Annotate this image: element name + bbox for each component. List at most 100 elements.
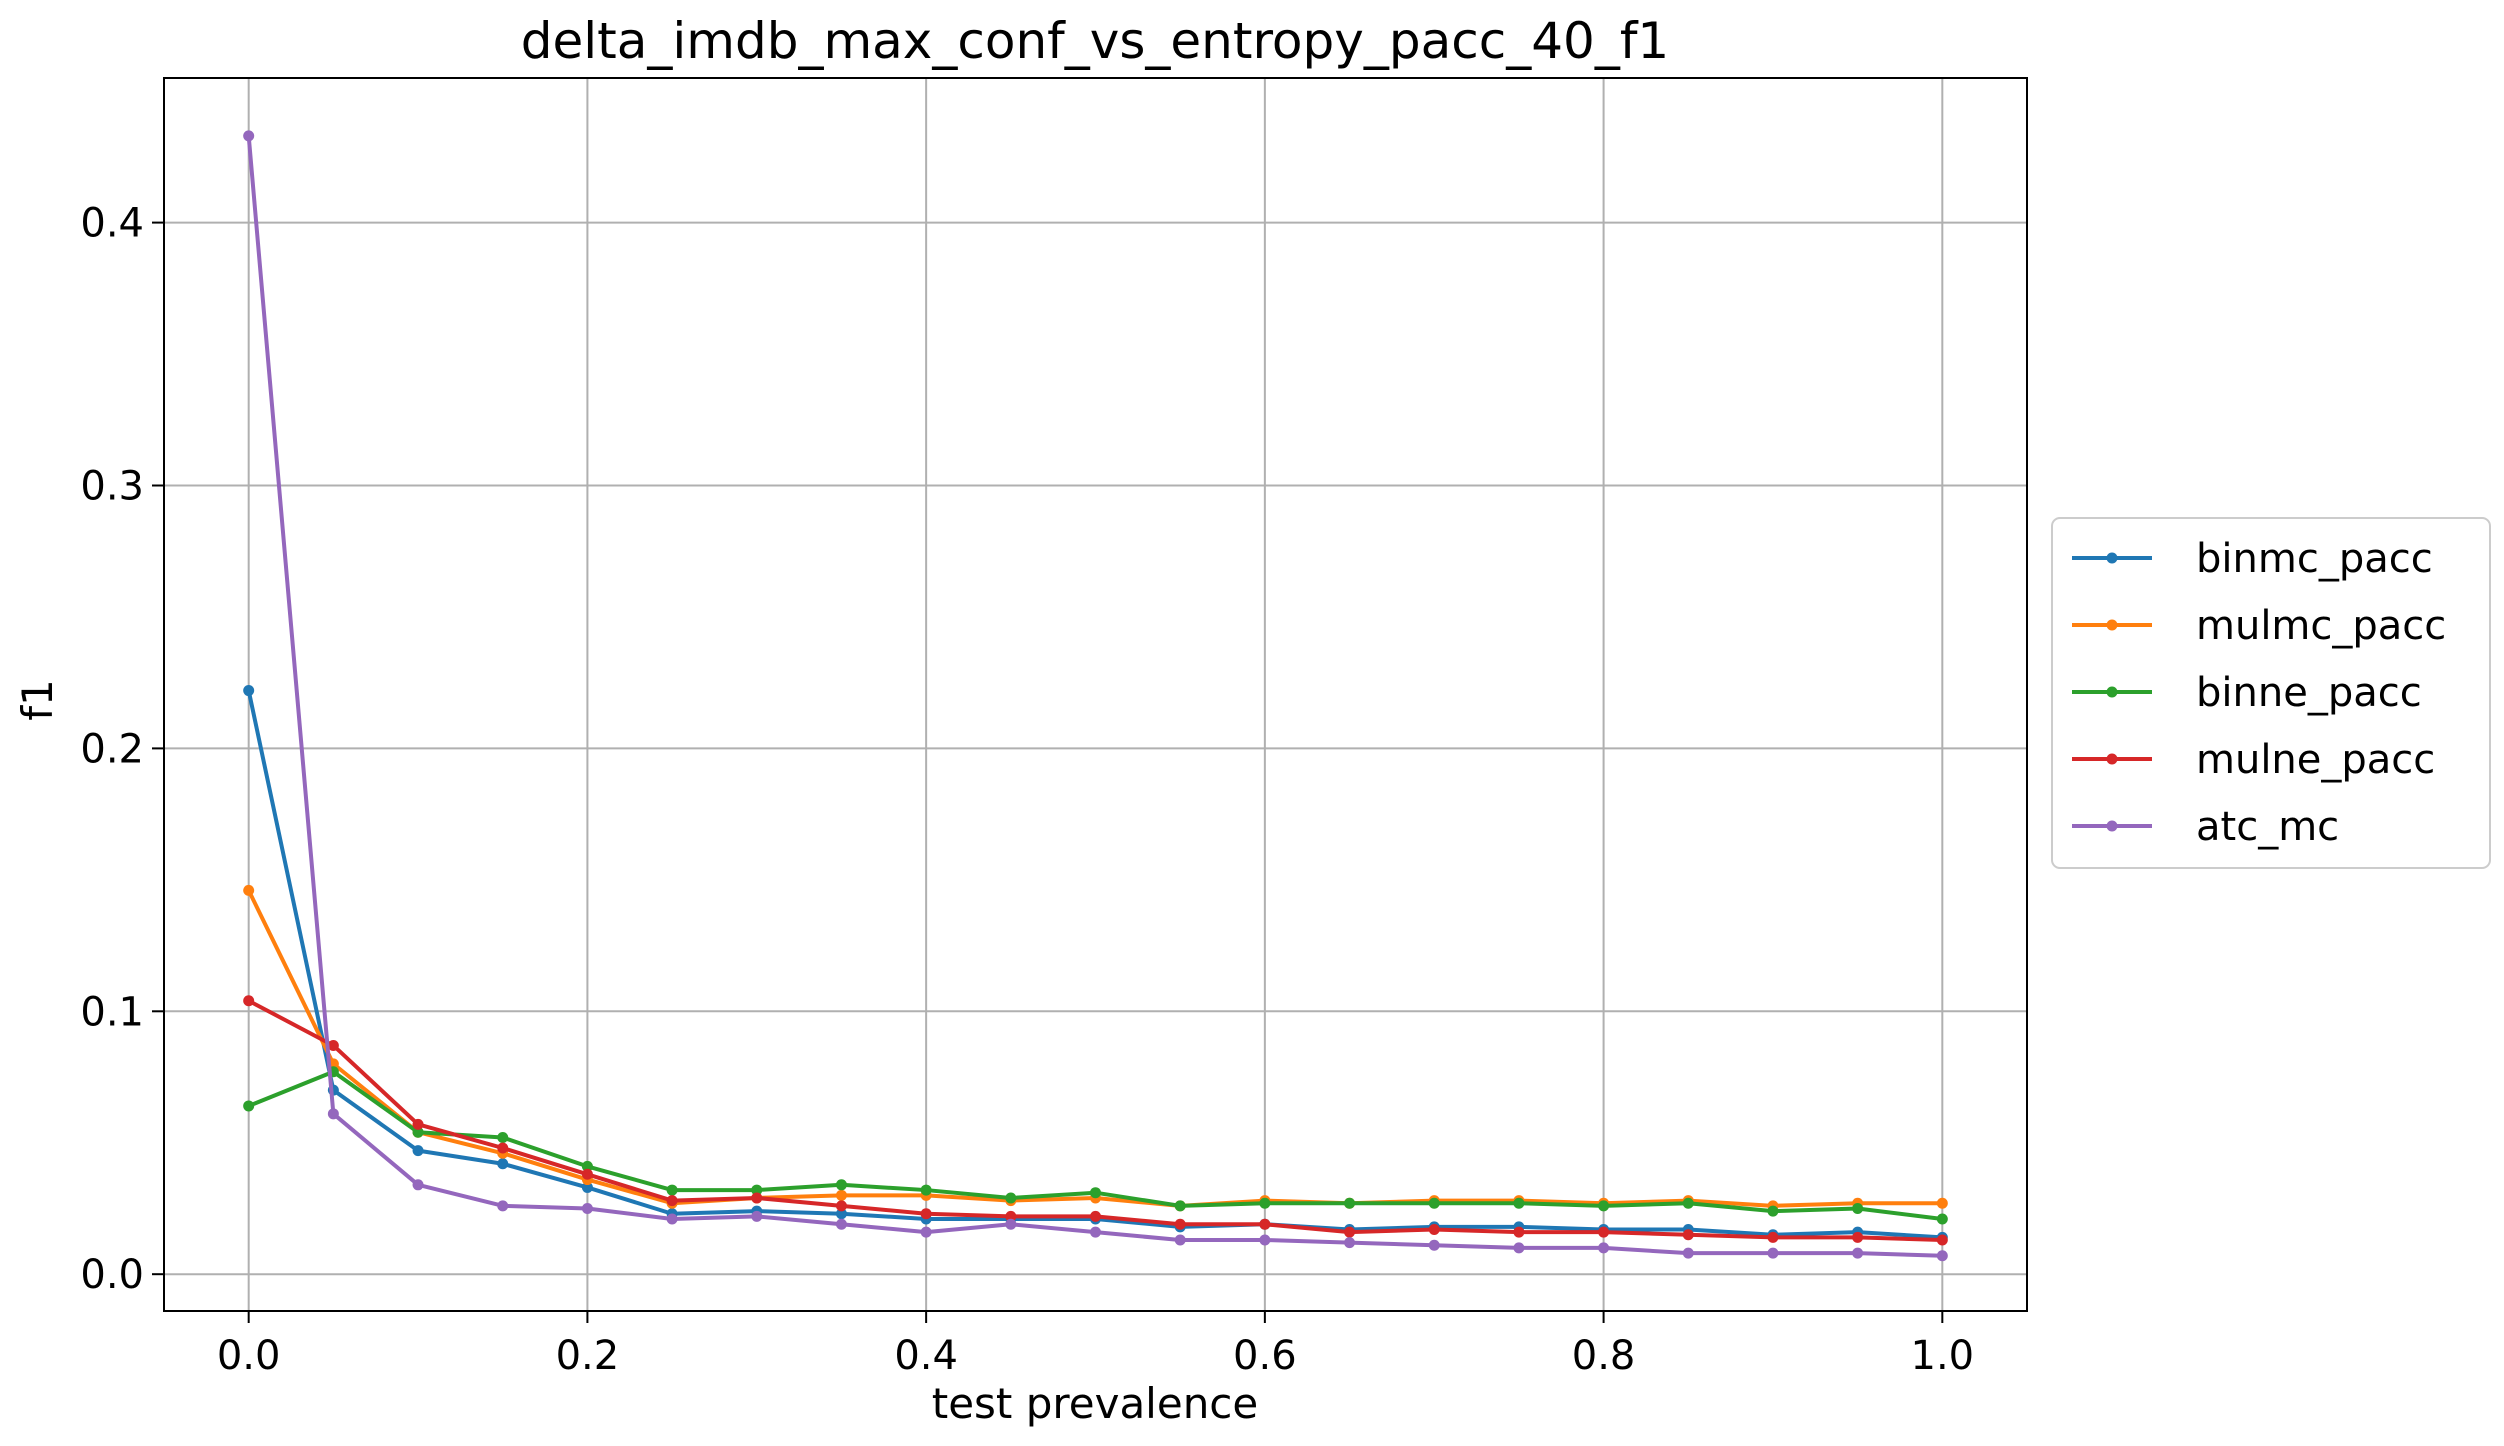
- data-point: [1852, 1202, 1864, 1214]
- data-point: [920, 1184, 932, 1196]
- data-point: [581, 1160, 593, 1172]
- y-axis-label: f1: [13, 679, 62, 721]
- data-point: [1936, 1234, 1948, 1246]
- data-point: [666, 1184, 678, 1196]
- legend-label: mulne_pacc: [2196, 737, 2435, 783]
- data-point: [1936, 1197, 1948, 1209]
- data-point: [751, 1192, 763, 1204]
- data-point: [1852, 1247, 1864, 1259]
- data-point: [1344, 1237, 1356, 1249]
- legend-swatch-marker: [2106, 686, 2118, 698]
- data-point: [1513, 1226, 1525, 1238]
- data-point: [497, 1158, 509, 1170]
- data-point: [1005, 1218, 1017, 1230]
- data-point: [1682, 1247, 1694, 1259]
- x-tick-label: 0.2: [556, 1333, 620, 1379]
- data-point: [581, 1202, 593, 1214]
- data-point: [1767, 1231, 1779, 1243]
- data-point: [666, 1195, 678, 1207]
- x-tick-label: 0.8: [1572, 1333, 1636, 1379]
- data-point: [1682, 1229, 1694, 1241]
- legend-label: mulmc_pacc: [2196, 603, 2446, 649]
- data-point: [243, 685, 255, 697]
- legend-swatch-marker: [2106, 552, 2118, 564]
- data-point: [581, 1168, 593, 1180]
- data-point: [497, 1200, 509, 1212]
- data-point: [1682, 1197, 1694, 1209]
- plot-frame: [163, 77, 2028, 1312]
- data-point: [1513, 1197, 1525, 1209]
- data-point: [666, 1213, 678, 1225]
- legend-item: mulne_pacc: [2072, 737, 2435, 783]
- legend-label: binmc_pacc: [2196, 536, 2433, 582]
- legend-frame: [2051, 517, 2491, 869]
- x-tick-label: 0.0: [217, 1333, 281, 1379]
- y-tick-label: 0.3: [80, 463, 144, 509]
- data-point: [1344, 1197, 1356, 1209]
- data-point: [243, 995, 255, 1007]
- x-tick-label: 0.4: [894, 1333, 958, 1379]
- data-point: [1090, 1210, 1101, 1222]
- data-point: [1259, 1197, 1271, 1209]
- chart-title: delta_imdb_max_conf_vs_entropy_pacc_40_f…: [521, 12, 1670, 70]
- data-point: [1936, 1250, 1948, 1262]
- data-point: [327, 1108, 339, 1120]
- data-point: [1090, 1187, 1101, 1199]
- data-point: [412, 1126, 424, 1138]
- legend-item: mulmc_pacc: [2072, 603, 2446, 649]
- data-point: [1767, 1247, 1779, 1259]
- data-point: [497, 1131, 509, 1143]
- data-point: [412, 1118, 424, 1130]
- data-point: [243, 1100, 255, 1112]
- legend-swatch-marker: [2106, 619, 2118, 631]
- data-point: [1852, 1231, 1864, 1243]
- data-point: [243, 884, 255, 896]
- data-point: [1005, 1192, 1017, 1204]
- y-tick-label: 0.1: [80, 989, 144, 1035]
- data-point: [1767, 1205, 1779, 1217]
- plot-background: [164, 78, 2027, 1311]
- data-point: [1090, 1226, 1101, 1238]
- legend-item: binmc_pacc: [2072, 536, 2433, 582]
- data-point: [835, 1179, 847, 1191]
- series-atc_mc: [243, 130, 1948, 1262]
- data-point: [835, 1200, 847, 1212]
- x-axis: 0.0 0.2 0.4 0.6 0.8 1.0: [217, 1311, 1974, 1379]
- y-tick-label: 0.0: [80, 1252, 144, 1298]
- data-point: [1598, 1200, 1610, 1212]
- data-point: [751, 1210, 763, 1222]
- data-point: [1936, 1213, 1948, 1225]
- data-point: [1174, 1218, 1186, 1230]
- data-point: [497, 1142, 509, 1154]
- x-axis-label: test prevalence: [932, 1379, 1259, 1428]
- series-mulne_pacc: [243, 995, 1948, 1246]
- data-point: [920, 1226, 932, 1238]
- data-point: [920, 1208, 932, 1220]
- y-axis: 0.0 0.1 0.2 0.3 0.4: [80, 201, 164, 1298]
- y-tick-label: 0.2: [80, 726, 144, 772]
- data-point: [1513, 1242, 1525, 1254]
- grid: [164, 78, 2027, 1311]
- legend-label: atc_mc: [2196, 804, 2339, 850]
- legend: binmc_pacc mulmc_pacc binne_pacc mulne_pacc…: [2051, 517, 2491, 869]
- x-tick-label: 0.6: [1233, 1333, 1297, 1379]
- data-point: [1428, 1224, 1440, 1236]
- data-point: [1259, 1234, 1271, 1246]
- legend-item: atc_mc: [2072, 804, 2339, 850]
- data-point: [1428, 1239, 1440, 1251]
- data-point: [581, 1181, 593, 1193]
- x-tick-label: 1.0: [1911, 1333, 1975, 1379]
- legend-item: binne_pacc: [2072, 670, 2422, 716]
- data-point: [327, 1039, 339, 1051]
- y-tick-label: 0.4: [80, 201, 144, 247]
- legend-label: binne_pacc: [2196, 670, 2422, 716]
- data-point: [1005, 1210, 1017, 1222]
- data-point: [1174, 1200, 1186, 1212]
- data-point: [1598, 1242, 1610, 1254]
- legend-swatch-marker: [2106, 753, 2118, 765]
- data-point: [1259, 1218, 1271, 1230]
- legend-swatch-marker: [2106, 820, 2118, 832]
- data-point: [412, 1179, 424, 1191]
- data-point: [412, 1145, 424, 1157]
